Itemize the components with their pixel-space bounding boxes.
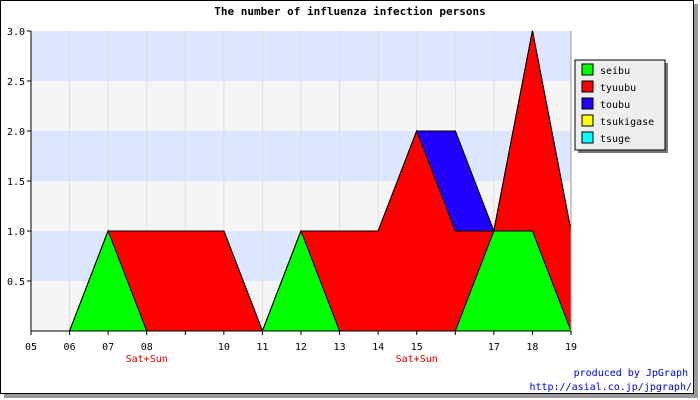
legend-label-tyuubu: tyuubu [600,83,636,94]
x-tick-label: 07 [102,342,114,353]
y-tick-label: 2.0 [7,127,25,138]
x-tick-label: 06 [64,342,76,353]
x-tick-label: 13 [334,342,346,353]
y-tick-label: 1.5 [7,177,25,188]
x-tick-label: 15 [411,342,423,353]
x-tick-label: 12 [295,342,307,353]
x-tick-label: 11 [256,342,268,353]
legend-label-tsuge: tsuge [600,134,630,145]
legend-swatch-tyuubu [581,80,594,93]
series-area-tyuubu [31,30,572,333]
legend-label-tsukigase: tsukigase [600,117,654,128]
x-tick-label: 08 [141,342,153,353]
legend-label-toubu: toubu [600,100,630,111]
legend-swatch-tsuge [581,131,594,144]
series-area-seibu [31,229,572,332]
legend-swatch-seibu [581,63,594,76]
legend-swatch-tsukigase [581,114,594,127]
weekend-label: Sat+Sun [126,354,168,365]
legend-swatch-toubu [581,97,594,110]
x-tick-label: 17 [488,342,500,353]
x-tick-label: 14 [372,342,384,353]
legend-label-seibu: seibu [600,66,630,77]
x-tick-label: 05 [25,342,37,353]
y-axis-ticks: 0.5 1.0 1.5 2.0 2.5 3.0 [7,27,31,288]
y-tick-label: 3.0 [7,27,25,38]
legend: seibu tyuubu toubu tsukigase tsuge [574,59,668,153]
weekend-label: Sat+Sun [396,354,438,365]
x-tick-label: 19 [565,342,577,353]
y-tick-label: 2.5 [7,77,25,88]
x-tick-label: 18 [526,342,538,353]
y-tick-label: 1.0 [7,227,25,238]
chart-title: The number of influenza infection person… [214,5,486,18]
credit-line-1: produced by JpGraph [574,368,688,379]
credit-line-2[interactable]: http://asial.co.jp/jpgraph/ [529,382,692,393]
x-axis-ticks: 05 06 07 08 10 11 12 13 14 15 17 18 19 Sat+Sun Sat+Sun [25,331,577,365]
x-tick-label: 10 [218,342,230,353]
y-tick-label: 0.5 [7,277,25,288]
series-areas [31,30,572,333]
